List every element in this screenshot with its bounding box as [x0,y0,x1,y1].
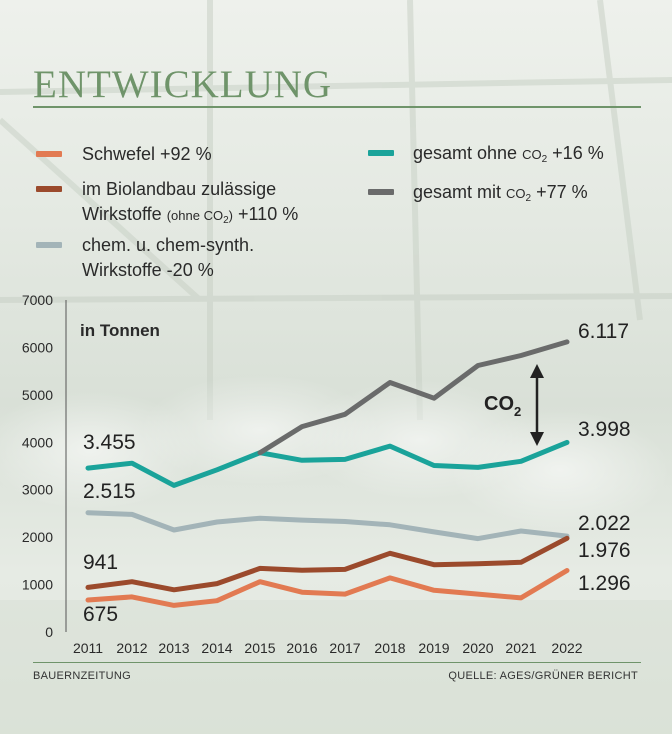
series-line-mit [257,339,570,456]
legend-mit-a: gesamt mit [413,182,502,202]
unit-label: in Tonnen [80,321,160,340]
series-line-ohne [85,439,570,488]
legend-swatch-biolandbau [36,186,62,192]
x-tick-label: 2019 [418,640,449,656]
x-tick-label: 2017 [329,640,360,656]
series-line-biolandbau [85,535,570,593]
legend-ohne-co: CO [522,147,542,162]
legend-label-biolandbau-line2: Wirkstoffe (ohne CO2) +110 % [82,202,298,233]
data-label: 675 [83,603,118,626]
legend-bio-small-open: (ohne CO [166,208,224,223]
legend-mit-b: +77 % [536,182,588,202]
data-label: 3.455 [83,431,136,454]
x-tick-label: 2013 [158,640,189,656]
legend-label-chem-line2: Wirkstoffe -20 % [82,260,214,280]
x-tick-label: 2011 [73,640,103,656]
footer-source: QUELLE: AGES/GRÜNER BERICHT [448,670,638,682]
x-tick-label: 2016 [286,640,317,656]
x-tick-label: 2015 [244,640,275,656]
legend-bio-small-sub: 2 [223,215,229,226]
y-tick-label: 7000 [22,292,53,308]
legend-bio-small-close: ) [228,208,233,223]
y-tick-label: 1000 [22,577,53,593]
chart-heading: ENTWICKLUNG [33,63,333,106]
x-tick-labels: 2011 2012 2013 2014 2015 2016 2017 2018 2019 2020… [73,640,583,656]
series-line-chem [85,510,570,542]
co2-arrow-head-up [530,364,544,378]
legend-label-gesamt-ohne: gesamt ohne CO2 +16 % [413,141,604,172]
co2-label-sub: 2 [514,404,521,419]
data-label: 3.998 [578,418,631,441]
data-label: 1.296 [578,572,631,595]
footer-publisher: BAUERNZEITUNG [33,670,132,682]
legend-label-biolandbau-line1: im Biolandbau zulässige [82,179,277,199]
y-tick-label: 4000 [22,434,53,450]
legend-mit-sub: 2 [525,193,532,204]
co2-arrow [530,364,544,446]
data-label: 941 [83,551,118,574]
x-tick-label: 2014 [201,640,232,656]
x-tick-label: 2018 [374,640,405,656]
series-lines [85,339,570,608]
data-label: 2.515 [83,480,136,503]
data-label: 6.117 [578,320,629,343]
x-tick-label: 2020 [462,640,493,656]
legend-bio-word: Wirkstoffe [82,204,162,224]
footer-rule [33,662,641,663]
y-tick-labels: 0 1000 2000 3000 4000 5000 6000 7000 [22,292,53,640]
co2-label-main: CO [484,393,514,415]
co2-label: CO2 [484,393,521,419]
heading-rule [33,106,641,108]
y-tick-label: 3000 [22,482,53,498]
x-tick-label: 2022 [551,640,582,656]
data-label: 2.022 [578,512,631,535]
legend-ohne-b: +16 % [552,143,604,163]
y-tick-label: 2000 [22,529,53,545]
y-tick-label: 5000 [22,387,53,403]
co2-arrow-head-down [530,432,544,446]
legend-ohne-a: gesamt ohne [413,143,518,163]
x-tick-label: 2012 [116,640,147,656]
legend-swatch-chem [36,242,62,248]
x-tick-label: 2021 [505,640,536,656]
data-label: 1.976 [578,539,631,562]
y-tick-label: 0 [45,624,53,640]
legend-label-schwefel: Schwefel +92 % [82,144,212,164]
data-labels: 3.455 2.515 941 675 6.117 3.998 2.022 1.976 1.29… [83,320,631,626]
legend-label-gesamt-mit: gesamt mit CO2 +77 % [413,180,588,211]
legend-swatch-gesamt-mit [368,189,394,195]
legend-swatch-schwefel [36,151,62,157]
legend-ohne-sub: 2 [541,154,548,165]
y-tick-label: 6000 [22,339,53,355]
series-line-schwefel [85,568,570,608]
legend-label-chem-line1: chem. u. chem-synth. [82,235,255,255]
legend-bio-pct: +110 % [238,204,299,224]
legend-swatch-gesamt-ohne [368,150,394,156]
legend-mit-co: CO [506,186,526,201]
